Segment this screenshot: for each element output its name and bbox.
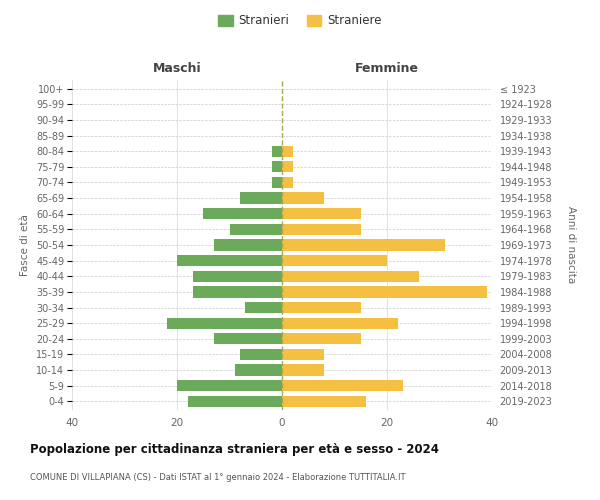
- Bar: [282, 146, 293, 157]
- Bar: [282, 364, 324, 376]
- Bar: [240, 349, 282, 360]
- Bar: [282, 349, 324, 360]
- Bar: [282, 396, 366, 407]
- Bar: [229, 224, 282, 235]
- Bar: [245, 302, 282, 313]
- Bar: [177, 380, 282, 392]
- Bar: [203, 208, 282, 220]
- Bar: [187, 396, 282, 407]
- Bar: [282, 208, 361, 220]
- Bar: [167, 318, 282, 329]
- Bar: [177, 255, 282, 266]
- Bar: [271, 177, 282, 188]
- Bar: [282, 302, 361, 313]
- Bar: [282, 161, 293, 172]
- Bar: [282, 286, 487, 298]
- Y-axis label: Anni di nascita: Anni di nascita: [566, 206, 577, 284]
- Bar: [235, 364, 282, 376]
- Bar: [282, 255, 387, 266]
- Bar: [282, 270, 419, 282]
- Bar: [271, 146, 282, 157]
- Bar: [282, 177, 293, 188]
- Bar: [282, 224, 361, 235]
- Y-axis label: Fasce di età: Fasce di età: [20, 214, 31, 276]
- Bar: [282, 318, 398, 329]
- Bar: [282, 240, 445, 250]
- Text: Femmine: Femmine: [355, 62, 419, 74]
- Text: Maschi: Maschi: [152, 62, 202, 74]
- Bar: [214, 240, 282, 250]
- Bar: [240, 192, 282, 203]
- Bar: [214, 333, 282, 344]
- Text: Popolazione per cittadinanza straniera per età e sesso - 2024: Popolazione per cittadinanza straniera p…: [30, 442, 439, 456]
- Text: COMUNE DI VILLAPIANA (CS) - Dati ISTAT al 1° gennaio 2024 - Elaborazione TUTTITA: COMUNE DI VILLAPIANA (CS) - Dati ISTAT a…: [30, 472, 406, 482]
- Bar: [282, 380, 403, 392]
- Legend: Stranieri, Straniere: Stranieri, Straniere: [215, 11, 385, 31]
- Bar: [193, 270, 282, 282]
- Bar: [282, 192, 324, 203]
- Bar: [282, 333, 361, 344]
- Bar: [271, 161, 282, 172]
- Bar: [193, 286, 282, 298]
